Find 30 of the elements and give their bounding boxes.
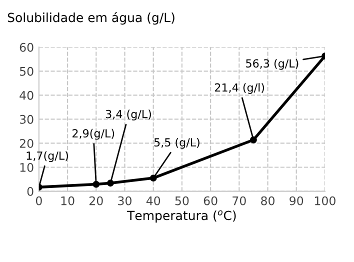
x-tick-label: 40 (146, 196, 160, 206)
annotation: 2,9(g/L) (72, 128, 114, 140)
y-tick-label: 50 (20, 66, 34, 76)
x-tick-label: 60 (204, 196, 218, 206)
x-axis-title: Temperatura ($^{o}$C) (126, 210, 236, 223)
point (250, 136, 257, 144)
point (150, 174, 157, 182)
annotation: 21,4 (g/l) (214, 83, 264, 94)
point (106, 180, 114, 187)
x-tick-label: 10 (61, 196, 74, 206)
y-tick-label: 10 (20, 162, 34, 172)
x-tick-label: 0 (36, 196, 42, 206)
x-tick-label: 90 (290, 196, 304, 206)
annotation: 3,4 (g/L) (106, 110, 151, 120)
x-tick-label: 50 (175, 196, 189, 206)
x-tick-label: 30 (118, 196, 132, 206)
x-tick-label: 100 (315, 196, 336, 206)
annotation: 1,7(g/L) (26, 151, 68, 162)
annotation: 56,3 (g/L) (246, 59, 298, 70)
annotation: 5,5 (g/L) (154, 138, 200, 149)
y-tick-label: 40 (20, 90, 34, 100)
y-tick-label: 0 (27, 186, 34, 196)
y-tick-label: 60 (20, 42, 34, 52)
y-tick-label: 20 (20, 138, 34, 148)
x-tick-label: 80 (261, 196, 274, 206)
chart-title: Solubilidade em água (g/L) (8, 12, 174, 25)
x-tick-label: 20 (90, 196, 103, 206)
point (92, 180, 100, 188)
y-tick-label: 30 (20, 114, 34, 124)
x-tick-label: 70 (232, 196, 246, 206)
